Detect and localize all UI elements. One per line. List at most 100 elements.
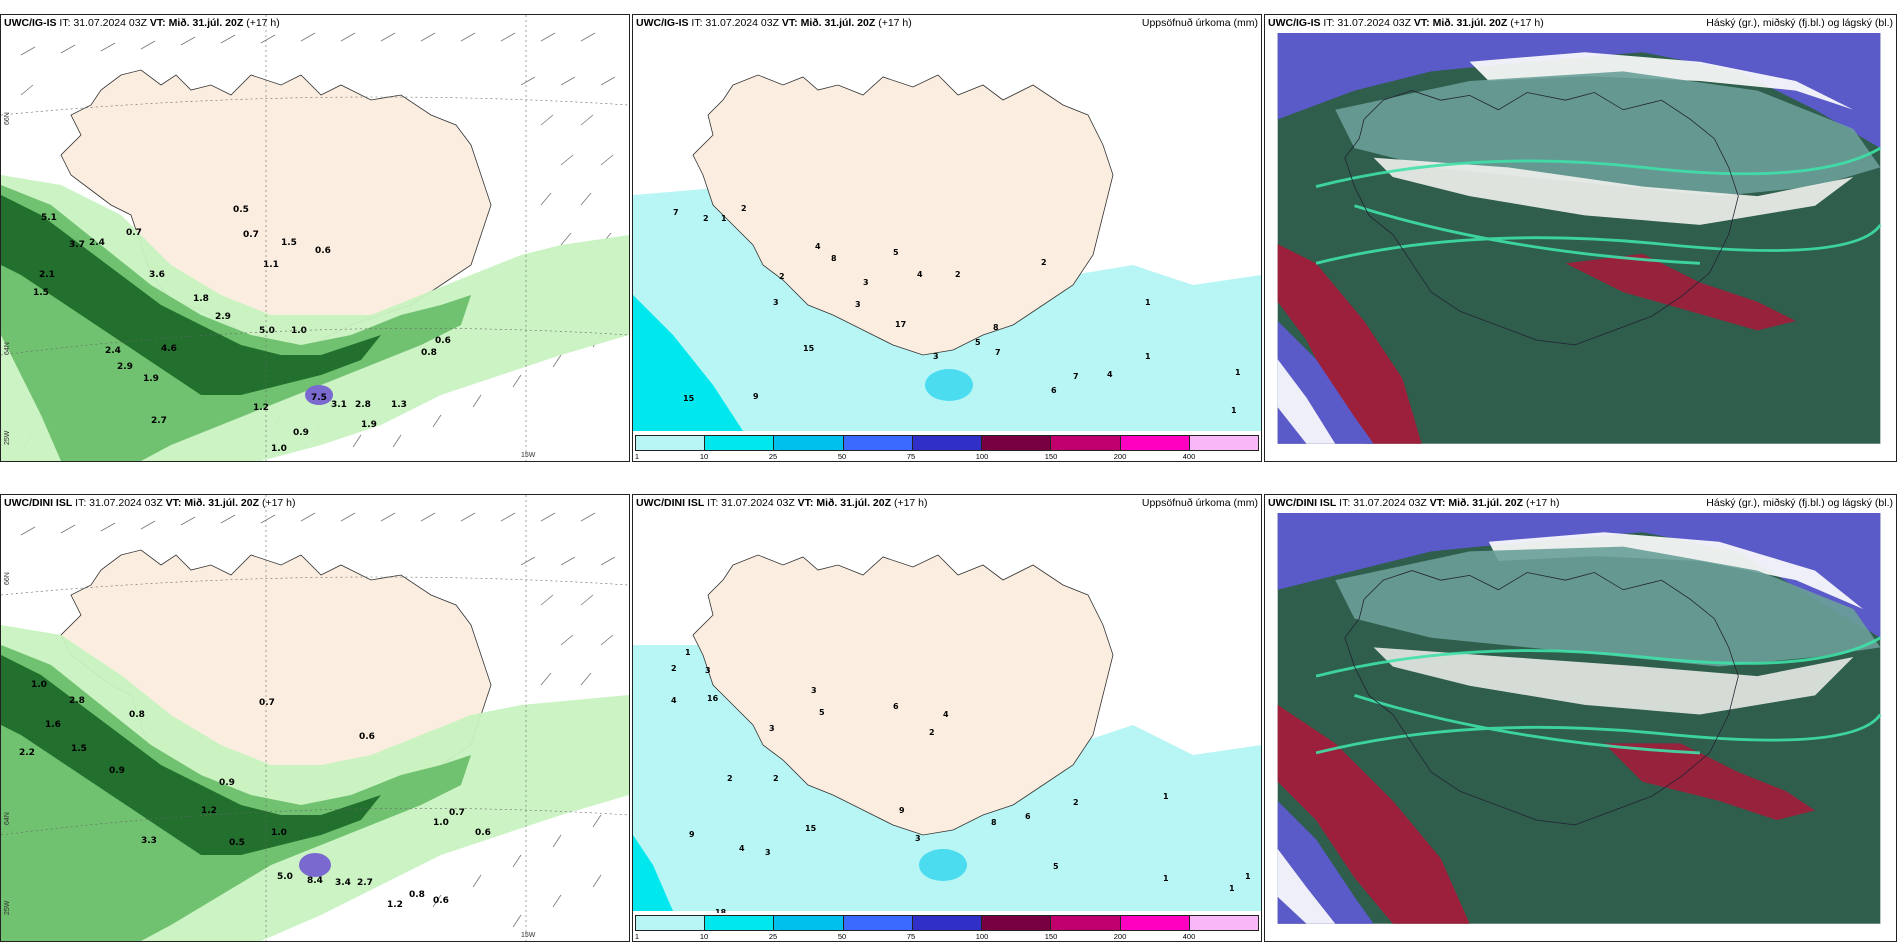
legend-swatch bbox=[1189, 436, 1258, 450]
lon-label-15w: 15W bbox=[521, 452, 536, 459]
precip-label: 1 bbox=[1245, 872, 1251, 881]
precip-label: 5 bbox=[893, 248, 899, 257]
precip-label: 5 bbox=[1053, 862, 1059, 871]
valid-time: VT: Mið. 31.júl. 20Z bbox=[797, 497, 892, 509]
cloud-white-bl bbox=[1277, 359, 1336, 444]
rain-label: 2.7 bbox=[151, 416, 167, 426]
legend-swatch bbox=[636, 916, 706, 930]
precip-label: 3 bbox=[705, 666, 711, 675]
rain-band-dark bbox=[1, 655, 381, 855]
legend-swatch bbox=[1120, 436, 1190, 450]
legend-tick: 75 bbox=[906, 452, 916, 461]
rain-label: 1.1 bbox=[263, 260, 279, 270]
legend-swatch bbox=[843, 436, 913, 450]
precip-label: 8 bbox=[991, 818, 997, 827]
precip-label: 4 bbox=[917, 270, 923, 279]
precip-label: 1 bbox=[685, 648, 691, 657]
rain-label: 2.7 bbox=[357, 878, 373, 888]
panel-title: UWC/IG-IS IT: 31.07.2024 03Z VT: Mið. 31… bbox=[636, 17, 912, 29]
panel-title: UWC/DINI ISL IT: 31.07.2024 03Z VT: Mið.… bbox=[4, 497, 296, 509]
legend-swatch bbox=[1051, 436, 1121, 450]
lead-time: (+17 h) bbox=[246, 17, 280, 29]
rain-label: 3.1 bbox=[331, 400, 347, 410]
precip-label: 1 bbox=[1163, 874, 1169, 883]
precip-label: 1 bbox=[1145, 352, 1151, 361]
rain-label: 5.0 bbox=[277, 872, 293, 882]
rain-label: 5.0 bbox=[259, 326, 275, 336]
legend-swatch bbox=[843, 916, 913, 930]
rain-label: 0.6 bbox=[359, 732, 375, 742]
precip-label: 17 bbox=[895, 320, 906, 329]
legend-swatch bbox=[636, 436, 706, 450]
wind-rain-map: 5.1 3.7 2.4 2.1 1.5 0.7 0.5 0.7 0.6 1.5 … bbox=[1, 15, 629, 461]
legend-tick: 100 bbox=[975, 452, 989, 461]
panel-dini-wind-rain: UWC/DINI ISL IT: 31.07.2024 03Z VT: Mið.… bbox=[0, 494, 630, 942]
rain-label: 2.4 bbox=[89, 238, 105, 248]
rain-label: 0.7 bbox=[126, 228, 142, 238]
legend-swatch bbox=[705, 916, 775, 930]
precip-label: 2 bbox=[773, 774, 779, 783]
panel-dini-clouds: UWC/DINI ISL IT: 31.07.2024 03Z VT: Mið.… bbox=[1264, 494, 1897, 942]
panel-subtitle: Háský (gr.), miðský (fj.bl.) og lágský (… bbox=[1706, 17, 1893, 29]
rain-label: 2.4 bbox=[105, 346, 121, 356]
cloud-white-top bbox=[1469, 52, 1854, 110]
precip-label: 1 bbox=[1163, 792, 1169, 801]
cloud-white-bl bbox=[1277, 848, 1336, 924]
lead-time: (+17 h) bbox=[261, 497, 296, 509]
legend-swatch bbox=[982, 436, 1052, 450]
panel-subtitle: Uppsöfnuð úrkoma (mm) bbox=[1141, 497, 1258, 509]
precip-label: 4 bbox=[671, 696, 677, 705]
panel-title: UWC/IG-IS IT: 31.07.2024 03Z VT: Mið. 31… bbox=[1268, 17, 1544, 29]
cloud-high-band-2 bbox=[1565, 253, 1796, 331]
rain-label: 0.6 bbox=[433, 896, 449, 906]
lead-time: (+17 h) bbox=[878, 17, 912, 29]
precip-label: 1 bbox=[1229, 884, 1235, 893]
rain-value-labels: 5.1 3.7 2.4 2.1 1.5 0.7 0.5 0.7 0.6 1.5 … bbox=[33, 205, 451, 454]
rain-label: 1.2 bbox=[201, 806, 217, 816]
rain-label: 1.0 bbox=[271, 444, 287, 454]
iceland-outline bbox=[1344, 90, 1739, 346]
rain-label: 3.7 bbox=[69, 240, 85, 250]
lat-label-66n: 66N bbox=[4, 112, 11, 125]
precip-label: 2 bbox=[703, 214, 709, 223]
precip-label: 15 bbox=[805, 824, 817, 833]
model-name: UWC/IG-IS bbox=[4, 17, 57, 29]
precip-label: 4 bbox=[815, 242, 821, 251]
rain-label: 0.5 bbox=[229, 838, 245, 848]
panel-subtitle: Uppsöfnuð úrkoma (mm) bbox=[1141, 17, 1258, 29]
rain-label: 3.4 bbox=[335, 878, 351, 888]
rain-label: 5.1 bbox=[41, 213, 57, 223]
rain-label: 1.5 bbox=[281, 238, 297, 248]
init-time: IT: 31.07.2024 03Z bbox=[1323, 17, 1411, 29]
lead-time: (+17 h) bbox=[1525, 497, 1560, 509]
cloud-map bbox=[1277, 513, 1882, 924]
rain-label: 8.4 bbox=[307, 876, 323, 886]
precip-label: 7 bbox=[995, 348, 1001, 357]
precip-label: 3 bbox=[915, 834, 921, 843]
init-time: IT: 31.07.2024 03Z bbox=[691, 17, 779, 29]
precip-label: 4 bbox=[943, 710, 949, 719]
precip-label: 3 bbox=[769, 724, 775, 733]
panel-title: UWC/IG-IS IT: 31.07.2024 03Z VT: Mið. 31… bbox=[4, 17, 280, 29]
cloud-white-band bbox=[1373, 647, 1854, 715]
precip-label: 1 bbox=[1235, 368, 1241, 377]
rain-band-mid bbox=[1, 185, 471, 461]
lat-label-64n: 64N bbox=[4, 812, 11, 825]
legend-tick: 400 bbox=[1182, 452, 1196, 461]
legend-tick: 150 bbox=[1044, 452, 1058, 461]
precip-label: 7 bbox=[1073, 372, 1079, 381]
legend-tick: 10 bbox=[699, 452, 709, 461]
rain-label: 0.5 bbox=[233, 205, 249, 215]
panel-dini-precip: UWC/DINI ISL IT: 31.07.2024 03Z VT: Mið.… bbox=[632, 494, 1262, 942]
legend-swatch bbox=[1189, 916, 1258, 930]
precip-label: 9 bbox=[689, 830, 695, 839]
legend-tick: 50 bbox=[837, 932, 847, 941]
legend-swatch bbox=[1051, 916, 1121, 930]
legend-tick: 1 bbox=[634, 452, 640, 461]
cloud-green-contour bbox=[1315, 636, 1882, 755]
cloud-map bbox=[1277, 33, 1882, 444]
legend-swatch bbox=[1120, 916, 1190, 930]
precip-label: 2 bbox=[955, 270, 961, 279]
rain-label: 0.7 bbox=[449, 808, 465, 818]
legend-tick: 25 bbox=[768, 452, 778, 461]
